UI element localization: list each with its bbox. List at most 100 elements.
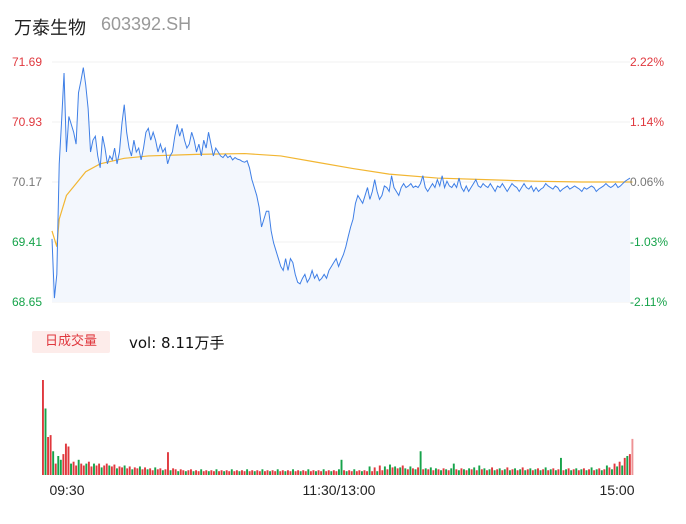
volume-bar — [455, 469, 458, 475]
volume-bar — [621, 465, 624, 475]
volume-bar — [151, 470, 154, 475]
volume-bar — [514, 468, 516, 475]
percent-axis-right: 2.22% 1.14% 0.06% -1.03% -2.11% — [630, 55, 668, 309]
volume-bar — [442, 468, 445, 475]
volume-bar — [422, 469, 425, 475]
volume-bar — [588, 469, 590, 475]
volume-bar — [304, 471, 307, 475]
volume-bar — [585, 470, 588, 475]
volume-bar — [572, 469, 575, 475]
volume-bar — [251, 470, 254, 475]
volume-bar — [366, 471, 368, 475]
volume-bar — [570, 470, 573, 475]
volume-bar — [363, 470, 366, 475]
price-tick-4: 68.65 — [12, 295, 42, 309]
volume-bar — [108, 465, 111, 475]
volume-bar — [383, 466, 386, 475]
volume-bar — [486, 470, 488, 475]
volume-bar — [544, 467, 547, 475]
volume-bar — [595, 469, 598, 475]
percent-tick-1: 1.14% — [630, 115, 664, 129]
volume-bar — [77, 459, 80, 475]
volume-tab[interactable]: 日成交量 — [32, 331, 110, 353]
volume-bar — [197, 471, 200, 475]
volume-bar — [340, 459, 343, 475]
volume-bar — [417, 467, 420, 475]
volume-bar — [44, 408, 47, 475]
volume-bar — [159, 468, 162, 475]
volume-bar — [93, 463, 95, 475]
volume-bar — [210, 470, 213, 475]
volume-bar — [315, 471, 317, 475]
volume-bar — [325, 471, 328, 475]
volume-bar — [126, 468, 129, 475]
volume-bar — [412, 468, 414, 475]
volume-bar — [138, 466, 141, 475]
volume-bar — [118, 466, 121, 475]
volume-bar — [406, 469, 409, 475]
volume-bar — [172, 468, 175, 475]
volume-bar — [355, 471, 358, 475]
volume-bar — [345, 471, 348, 475]
volume-bar — [353, 469, 356, 475]
volume-bar — [123, 465, 126, 475]
volume-bar — [600, 470, 603, 475]
volume-bar — [534, 469, 537, 475]
volume-bar — [241, 470, 243, 475]
volume-bar — [274, 471, 277, 475]
time-tick-1: 11:30/13:00 — [303, 482, 376, 498]
volume-bar — [258, 471, 261, 475]
volume-bar — [396, 468, 399, 475]
volume-bar — [373, 467, 376, 475]
volume-bar — [593, 470, 596, 475]
volume-bar — [521, 467, 524, 475]
volume-bar — [508, 470, 511, 475]
volume-bar — [156, 469, 159, 475]
volume-bar — [105, 463, 108, 475]
percent-tick-4: -2.11% — [630, 295, 667, 309]
volume-bar — [562, 470, 565, 475]
volume-bar — [317, 470, 320, 475]
volume-bar — [473, 467, 476, 475]
volume-bar — [332, 470, 335, 475]
volume-bar — [62, 454, 65, 475]
volume-bar — [465, 470, 468, 475]
volume-bar — [215, 469, 218, 475]
volume-bar — [447, 470, 450, 475]
volume-bar — [483, 468, 486, 475]
volume-bar — [144, 467, 146, 475]
volume-bar — [225, 470, 228, 475]
volume-bar — [488, 469, 491, 475]
volume-bar — [264, 471, 266, 475]
volume-bar — [299, 471, 302, 475]
price-tick-0: 71.69 — [12, 55, 42, 69]
volume-bar — [475, 470, 478, 475]
volume-bar — [177, 471, 180, 475]
volume-bar — [503, 469, 506, 475]
volume-bar — [230, 469, 233, 475]
volume-bar — [358, 470, 361, 475]
volume-bar — [279, 471, 282, 475]
percent-tick-0: 2.22% — [630, 55, 664, 69]
volume-bar — [557, 469, 560, 475]
volume-bar — [330, 471, 333, 475]
volume-bar — [141, 469, 144, 475]
volume-bar — [133, 467, 136, 475]
volume-bar — [399, 467, 402, 475]
volume-bar — [590, 467, 593, 475]
volume-bar — [179, 469, 182, 475]
volume-bar — [276, 469, 279, 475]
volume-bar — [167, 452, 169, 475]
volume-bar — [161, 470, 164, 475]
volume-bar — [531, 470, 534, 475]
volume-bar — [501, 470, 504, 475]
volume-bar — [87, 461, 90, 475]
volume-bar — [343, 470, 346, 475]
volume-bar — [470, 469, 473, 475]
volume-bar — [554, 470, 557, 475]
volume-bar — [82, 465, 85, 475]
volume-bar — [248, 471, 251, 475]
stock-code: 603392.SH — [101, 14, 192, 34]
volume-bar — [200, 469, 203, 475]
